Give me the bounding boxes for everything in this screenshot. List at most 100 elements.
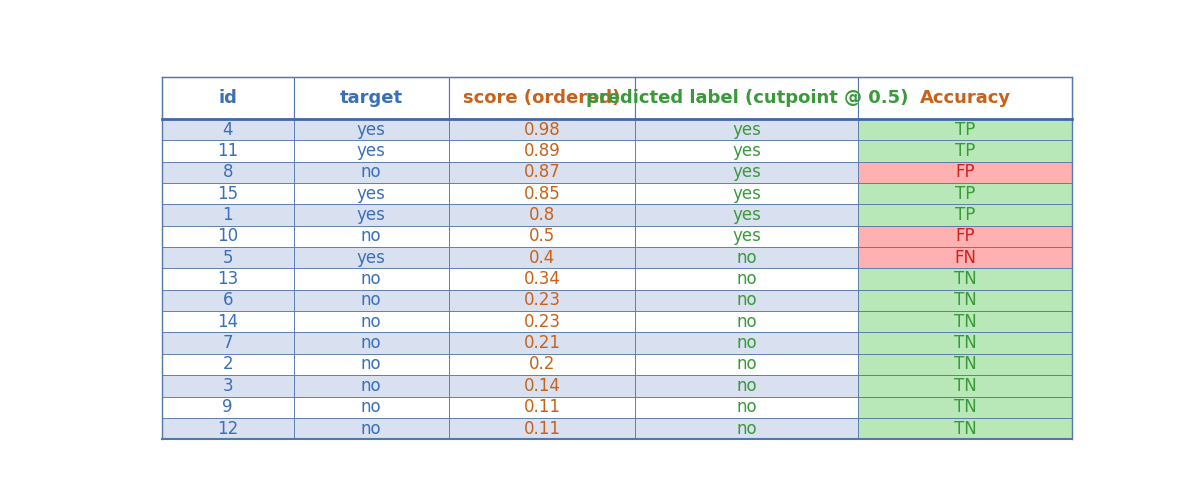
Bar — [294, 247, 449, 268]
Bar — [449, 396, 636, 418]
Bar — [161, 162, 294, 183]
Text: 0.89: 0.89 — [524, 142, 560, 160]
Text: yes: yes — [356, 142, 385, 160]
Bar — [858, 119, 1073, 141]
Text: yes: yes — [356, 120, 385, 138]
Bar — [294, 290, 449, 311]
Bar — [449, 140, 636, 162]
Bar — [161, 247, 294, 268]
Bar — [161, 268, 294, 290]
Bar — [161, 183, 294, 204]
Text: yes: yes — [732, 120, 761, 138]
Text: no: no — [361, 356, 382, 374]
Text: no: no — [361, 164, 382, 182]
Text: 13: 13 — [217, 270, 238, 288]
Text: 0.87: 0.87 — [524, 164, 560, 182]
Bar — [294, 140, 449, 162]
Text: no: no — [737, 270, 757, 288]
Text: TN: TN — [954, 334, 976, 352]
Text: no: no — [361, 398, 382, 416]
Bar — [161, 311, 294, 332]
Bar — [858, 375, 1073, 396]
Text: yes: yes — [356, 248, 385, 266]
Text: 11: 11 — [217, 142, 238, 160]
Text: FP: FP — [956, 228, 975, 246]
Text: 0.2: 0.2 — [529, 356, 555, 374]
Text: predicted label (cutpoint @ 0.5): predicted label (cutpoint @ 0.5) — [585, 89, 908, 107]
Bar — [449, 354, 636, 375]
Text: TN: TN — [954, 292, 976, 310]
Text: 9: 9 — [223, 398, 232, 416]
Text: 0.21: 0.21 — [524, 334, 560, 352]
Text: 1: 1 — [223, 206, 234, 224]
Bar — [161, 375, 294, 396]
Bar — [858, 268, 1073, 290]
Bar — [636, 332, 858, 354]
Bar — [858, 78, 1073, 119]
Bar — [449, 247, 636, 268]
Bar — [161, 226, 294, 247]
Text: 0.14: 0.14 — [524, 377, 560, 395]
Bar — [294, 311, 449, 332]
Bar — [636, 78, 858, 119]
Text: TP: TP — [955, 206, 975, 224]
Text: 2: 2 — [223, 356, 234, 374]
Bar — [161, 204, 294, 226]
Bar — [449, 226, 636, 247]
Text: no: no — [737, 356, 757, 374]
Bar — [449, 183, 636, 204]
Text: 10: 10 — [217, 228, 238, 246]
Bar — [449, 290, 636, 311]
Text: 4: 4 — [223, 120, 232, 138]
Text: yes: yes — [356, 184, 385, 202]
Bar — [636, 119, 858, 141]
Bar — [294, 183, 449, 204]
Text: no: no — [361, 228, 382, 246]
Bar — [294, 268, 449, 290]
Text: 15: 15 — [217, 184, 238, 202]
Text: no: no — [361, 270, 382, 288]
Text: 3: 3 — [223, 377, 234, 395]
Bar — [161, 332, 294, 354]
Bar — [858, 226, 1073, 247]
Bar — [161, 418, 294, 439]
Text: no: no — [737, 334, 757, 352]
Text: TP: TP — [955, 184, 975, 202]
Bar — [161, 140, 294, 162]
Bar — [636, 418, 858, 439]
Text: yes: yes — [356, 206, 385, 224]
Text: 0.8: 0.8 — [529, 206, 555, 224]
Text: TN: TN — [954, 313, 976, 331]
Text: 0.11: 0.11 — [524, 420, 560, 438]
Bar — [449, 311, 636, 332]
Text: yes: yes — [732, 184, 761, 202]
Bar — [858, 162, 1073, 183]
Text: no: no — [737, 313, 757, 331]
Bar — [294, 418, 449, 439]
Text: yes: yes — [732, 206, 761, 224]
Bar — [294, 119, 449, 141]
Bar — [858, 140, 1073, 162]
Text: no: no — [737, 420, 757, 438]
Bar — [636, 396, 858, 418]
Text: 0.4: 0.4 — [529, 248, 555, 266]
Text: yes: yes — [732, 228, 761, 246]
Text: no: no — [361, 313, 382, 331]
Text: 0.85: 0.85 — [524, 184, 560, 202]
Text: no: no — [361, 420, 382, 438]
Bar — [636, 290, 858, 311]
Text: yes: yes — [732, 164, 761, 182]
Bar — [294, 375, 449, 396]
Text: 0.23: 0.23 — [524, 313, 560, 331]
Bar — [636, 162, 858, 183]
Text: TN: TN — [954, 420, 976, 438]
Text: 0.11: 0.11 — [524, 398, 560, 416]
Text: TN: TN — [954, 377, 976, 395]
Bar — [858, 332, 1073, 354]
Text: 0.5: 0.5 — [529, 228, 555, 246]
Text: TN: TN — [954, 270, 976, 288]
Text: 0.23: 0.23 — [524, 292, 560, 310]
Bar — [636, 311, 858, 332]
Bar — [636, 183, 858, 204]
Bar — [161, 396, 294, 418]
